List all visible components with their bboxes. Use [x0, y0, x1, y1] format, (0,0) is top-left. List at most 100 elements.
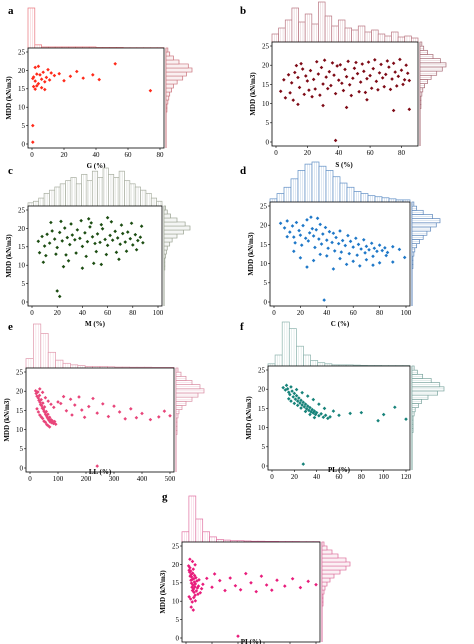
- scatter-point: [388, 87, 393, 92]
- scatter-point: [294, 63, 299, 68]
- histogram-bar: [339, 182, 348, 203]
- scatter-point: [377, 71, 382, 75]
- x-tick-label: 60: [367, 149, 375, 157]
- scatter-point: [327, 229, 332, 234]
- x-tick-label: 40: [323, 309, 331, 317]
- histogram-bar: [419, 95, 422, 101]
- x-tick-label: 100: [378, 473, 389, 481]
- scatter-point: [39, 85, 44, 90]
- scatter-point: [39, 415, 43, 419]
- scatter-point: [292, 249, 296, 254]
- scatter-point: [73, 238, 77, 242]
- scatter-point: [57, 71, 61, 76]
- scatter-point: [338, 256, 342, 261]
- scatter-point: [47, 425, 52, 429]
- scatter-point: [136, 238, 140, 243]
- scatter-point: [190, 571, 195, 576]
- x-tick-label: 300: [109, 475, 120, 483]
- scatter-point: [292, 401, 297, 406]
- histogram-bar: [134, 186, 141, 207]
- scatter-point: [52, 73, 57, 78]
- scatter-point: [356, 242, 361, 247]
- scatter-point: [327, 69, 332, 74]
- scatter-point: [312, 415, 317, 420]
- y-tick-label: 10: [260, 260, 268, 268]
- scatter-point: [281, 385, 285, 390]
- histogram-bar: [59, 183, 66, 207]
- scatter-point: [348, 411, 352, 416]
- scatter-point: [308, 405, 312, 410]
- plot-frame: [181, 541, 321, 643]
- y-tick-label: 15: [172, 579, 180, 587]
- scatter-points: [281, 383, 408, 466]
- scatter-point: [361, 237, 366, 242]
- scatter-point: [285, 387, 290, 391]
- scatter-point: [189, 605, 193, 609]
- histogram-bar: [353, 191, 362, 203]
- y-marginal-histogram: [419, 41, 447, 146]
- scatter-point: [193, 582, 198, 586]
- x-tick-label: 100: [401, 309, 412, 317]
- scatter-point: [313, 87, 317, 91]
- scatter-point: [331, 409, 336, 413]
- scatter-point: [106, 414, 111, 419]
- scatter-point: [365, 76, 369, 81]
- scatter-point: [187, 570, 192, 574]
- y-marginal-histogram: [175, 367, 205, 472]
- scatter-point: [123, 417, 127, 421]
- histogram-bar: [304, 13, 313, 43]
- scatter-point: [316, 72, 321, 76]
- y-tick-label: 10: [18, 262, 26, 270]
- scatter-point: [297, 228, 301, 233]
- scatter-point: [306, 579, 310, 584]
- x-axis-title: M (%): [85, 320, 106, 328]
- scatter-point: [125, 230, 130, 234]
- scatter-point: [79, 218, 83, 223]
- scatter-point: [39, 397, 43, 402]
- scatter-point: [100, 226, 105, 231]
- histogram-bar: [40, 333, 49, 369]
- scatter-point: [286, 397, 291, 401]
- scatter-point: [35, 394, 39, 398]
- scatter-point: [293, 241, 297, 245]
- scatter-point: [124, 249, 129, 254]
- scatter-point: [311, 234, 316, 238]
- scatter-point: [365, 97, 369, 102]
- scatter-point: [404, 417, 408, 421]
- scatter-points: [278, 57, 412, 143]
- scatter-point: [355, 253, 359, 257]
- scatter-point: [407, 107, 412, 112]
- scatter-point: [393, 405, 397, 410]
- histogram-bar: [65, 180, 72, 207]
- scatter-point: [254, 589, 258, 594]
- scatter-point: [139, 224, 144, 228]
- scatter-point: [42, 419, 46, 423]
- scatter-point: [373, 58, 377, 62]
- x-tick-label: 20: [54, 309, 62, 317]
- scatter-point: [290, 224, 295, 228]
- scatter-point: [129, 407, 133, 411]
- scatter-point: [189, 572, 193, 577]
- scatter-point: [192, 595, 196, 600]
- scatter-point: [117, 257, 121, 262]
- y-tick-label: 0: [20, 464, 24, 472]
- histogram-bar: [411, 255, 414, 261]
- scatter-point: [57, 294, 62, 299]
- histogram-bar: [310, 360, 319, 367]
- scatter-point: [60, 239, 65, 243]
- scatter-point: [109, 219, 114, 224]
- scatter-point: [325, 254, 329, 258]
- scatter-point: [407, 78, 412, 83]
- scatter-point: [299, 398, 303, 403]
- scatter-point: [44, 409, 49, 414]
- y-tick-label: 15: [18, 85, 26, 93]
- histogram-bar: [33, 200, 40, 207]
- panel-letter: e: [8, 321, 13, 333]
- scatter-point: [319, 411, 323, 416]
- scatter-point: [321, 103, 325, 108]
- scatter-point: [385, 250, 390, 255]
- y-tick-label: 15: [18, 243, 26, 251]
- plot-frame: [271, 41, 419, 147]
- y-tick-label: 25: [16, 368, 24, 376]
- panel-letter: d: [240, 165, 246, 177]
